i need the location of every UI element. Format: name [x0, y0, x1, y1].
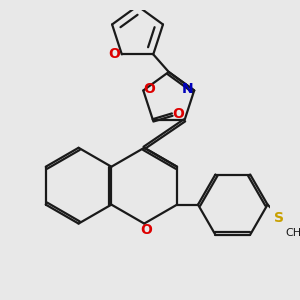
Text: N: N — [182, 82, 194, 96]
Text: O: O — [140, 223, 152, 237]
Text: O: O — [172, 107, 184, 121]
Text: O: O — [109, 47, 121, 61]
Text: S: S — [274, 211, 284, 225]
Text: CH₃: CH₃ — [285, 228, 300, 238]
Text: O: O — [144, 82, 155, 96]
